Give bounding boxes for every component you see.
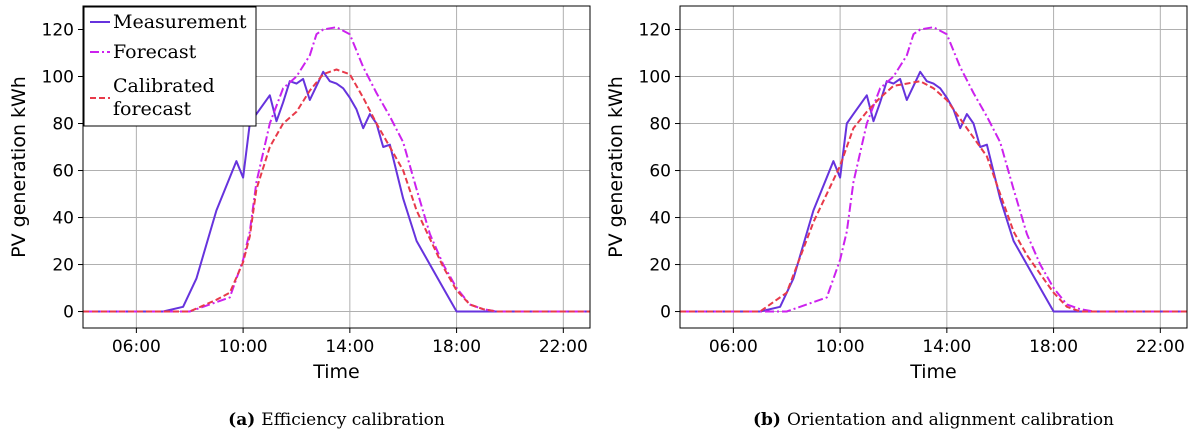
- y-tick-label: 80: [649, 115, 671, 135]
- y-tick-label: 20: [52, 256, 74, 276]
- x-tick-label: 22:00: [1136, 337, 1185, 357]
- x-tick-label: 06:00: [709, 337, 758, 357]
- y-axis-label: PV generation kWh: [605, 76, 627, 258]
- series-line-measurement: [680, 70, 1187, 313]
- caption-text: Efficiency calibration: [261, 410, 445, 430]
- y-tick-label: 60: [52, 162, 74, 182]
- x-tick-label: 10:00: [816, 337, 865, 357]
- chart-panel-b: 06:00 10:00 14:00 18:00 22:00 0 20 40 60 80 100 120…: [605, 5, 1188, 430]
- chart-panel-a: 06:00 10:00 14:00 18:00 22:00 0 20 40 60 80 100 120…: [8, 5, 591, 430]
- y-axis-label: PV generation kWh: [8, 76, 30, 258]
- legend-label: forecast: [113, 98, 192, 120]
- y-tick-label: 100: [42, 68, 74, 88]
- x-tick-label: 18:00: [432, 337, 481, 357]
- series-group: [680, 26, 1187, 313]
- y-tick-label: 120: [639, 21, 671, 41]
- y-tick-label: 100: [639, 68, 671, 88]
- x-axis-label: Time: [312, 361, 360, 383]
- y-tick-label: 40: [649, 209, 671, 229]
- series-line-forecast: [83, 26, 590, 313]
- y-tick-label: 0: [63, 303, 74, 323]
- x-axis-label: Time: [909, 361, 957, 383]
- legend-label: Measurement: [113, 11, 247, 33]
- y-tick-label: 20: [649, 256, 671, 276]
- y-tick-label: 40: [52, 209, 74, 229]
- caption-text: Orientation and alignment calibration: [787, 410, 1114, 430]
- x-tick-label: 14:00: [325, 337, 374, 357]
- series-line-calibrated-forecast: [83, 68, 590, 313]
- figure-caption: (b) Orientation and alignment calibration: [753, 410, 1114, 430]
- grid: [680, 6, 1187, 328]
- y-tick-label: 60: [649, 162, 671, 182]
- caption-tag: (a): [228, 410, 255, 430]
- y-tick-label: 80: [52, 115, 74, 135]
- x-tick-label: 10:00: [219, 337, 268, 357]
- y-tick-label: 120: [42, 21, 74, 41]
- legend-label: Calibrated: [113, 75, 215, 97]
- x-tick-label: 22:00: [539, 337, 588, 357]
- caption-tag: (b): [753, 410, 781, 430]
- series-line-measurement: [83, 70, 590, 313]
- series-line-forecast: [680, 26, 1187, 313]
- figure-caption: (a) Efficiency calibration: [228, 410, 445, 430]
- series-group: [83, 26, 590, 313]
- x-tick-label: 06:00: [112, 337, 161, 357]
- y-tick-label: 0: [660, 303, 671, 323]
- x-tick-label: 14:00: [922, 337, 971, 357]
- plot-frame: [679, 5, 1188, 329]
- legend-label: Forecast: [113, 41, 197, 63]
- plot-frame: [82, 5, 591, 329]
- legend-box: [83, 6, 257, 127]
- series-line-calibrated-forecast: [680, 80, 1187, 313]
- x-tick-label: 18:00: [1029, 337, 1078, 357]
